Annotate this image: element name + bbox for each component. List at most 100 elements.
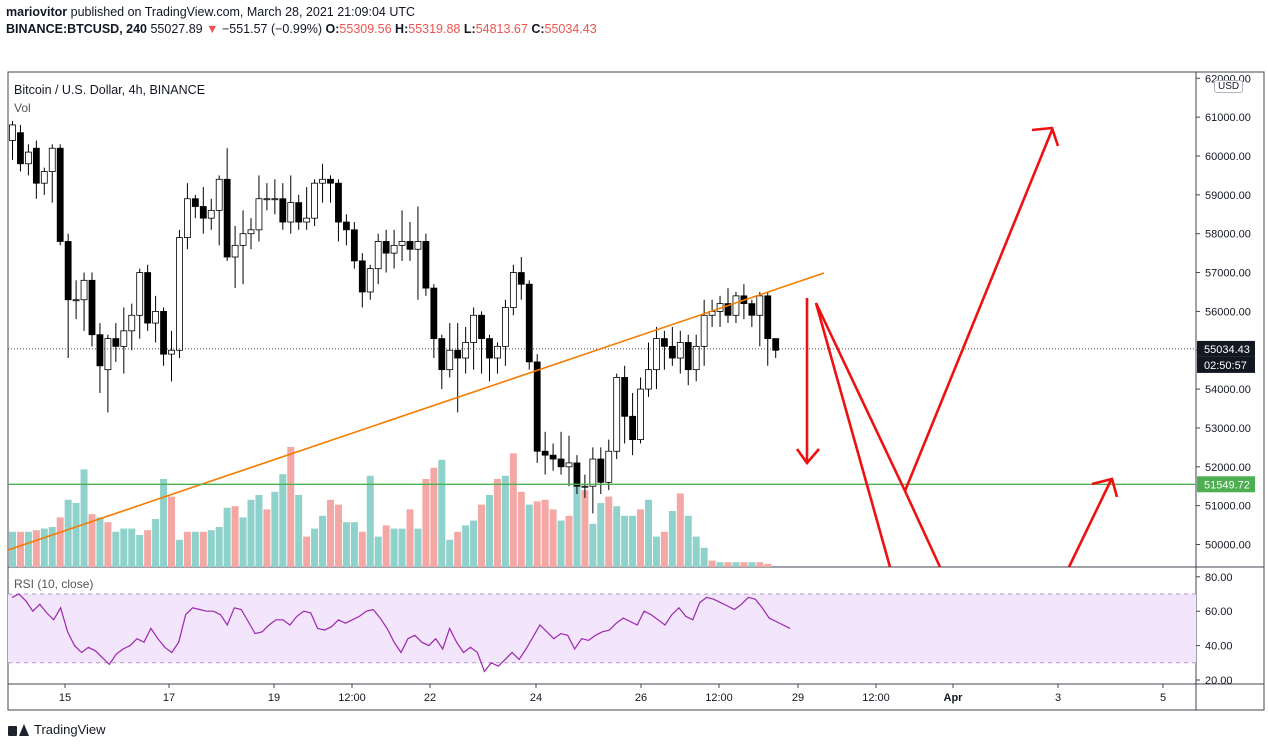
candle-body: [525, 283, 533, 363]
time-tick-label: 29: [792, 692, 804, 704]
time-tick-label: 17: [163, 692, 175, 704]
candle-body: [358, 260, 366, 293]
price-tick-label: 56000.00: [1205, 306, 1251, 318]
candle-body: [366, 268, 374, 293]
candle-body: [80, 279, 88, 301]
last-price-tag-text: 55034.43: [1204, 344, 1250, 356]
countdown-tag: [1197, 356, 1255, 373]
candle-body: [517, 272, 525, 285]
volume-bar: [557, 520, 565, 567]
volume-bar: [549, 509, 557, 567]
volume-bar: [660, 531, 668, 567]
candle-body: [152, 310, 160, 324]
projection-arrow: [1067, 479, 1113, 568]
candle-body: [319, 178, 326, 184]
volume-bar: [541, 499, 549, 567]
footer-brand[interactable]: TradingView: [34, 722, 106, 737]
volume-bar: [271, 491, 279, 567]
volume-bar: [120, 528, 128, 567]
candle-body: [533, 361, 541, 452]
candle-body: [692, 345, 700, 371]
volume-bar: [446, 539, 454, 567]
candle-body: [96, 334, 104, 367]
volume-bar: [764, 563, 772, 567]
pane-title: Bitcoin / U.S. Dollar, 4h, BINANCE: [14, 83, 206, 97]
candle-body: [271, 198, 279, 201]
volume-bar: [327, 499, 334, 567]
candle-body: [398, 241, 406, 246]
candle-body: [637, 388, 644, 441]
volume-bar: [64, 499, 72, 567]
volume-bar: [478, 504, 486, 567]
candle-body: [295, 202, 303, 223]
candle-body: [263, 198, 271, 201]
volume-bar: [168, 496, 175, 567]
candle-body: [676, 342, 684, 359]
rsi-line: [11, 593, 791, 673]
candle-body: [684, 342, 692, 371]
author-name[interactable]: mariovitor: [6, 5, 68, 19]
volume-bar: [350, 522, 358, 567]
candle-body: [144, 272, 152, 324]
volume-bar: [692, 536, 700, 567]
publish-line: mariovitor published on TradingView.com,…: [6, 4, 597, 21]
volume-bar: [533, 501, 541, 567]
projection-arrow: [1031, 126, 1060, 147]
volume-bar: [207, 530, 215, 567]
price-tick-label: 50000.00: [1205, 540, 1251, 552]
volume-bar: [366, 475, 374, 567]
candle-body: [160, 310, 167, 355]
last-price: 55027.89: [150, 22, 203, 36]
candle-body: [478, 314, 485, 339]
support-price-tag-text: 51549.72: [1204, 479, 1250, 491]
volume-bar: [581, 490, 589, 567]
candle-body: [382, 241, 390, 254]
price-tick-label: 53000.00: [1205, 423, 1251, 435]
volume-bar: [319, 515, 327, 567]
volume-bar: [263, 509, 271, 567]
volume-bar: [24, 531, 32, 567]
candle-body: [430, 287, 438, 339]
chart-header: mariovitor published on TradingView.com,…: [6, 4, 597, 38]
support-price-tag: [1197, 476, 1255, 493]
volume-bar: [215, 527, 223, 567]
volume-bar: [374, 536, 382, 567]
volume-bar: [597, 503, 605, 567]
candle-body: [183, 198, 191, 238]
volume-bar: [48, 527, 56, 567]
footer: TradingView: [8, 722, 106, 737]
candle-body: [494, 345, 501, 359]
candle-body: [350, 229, 358, 262]
last-price-tag: [1197, 340, 1255, 357]
volume-bar: [406, 509, 414, 567]
price-tick-label: 54000.00: [1205, 384, 1251, 396]
candle-body: [128, 314, 136, 332]
volume-bar: [342, 522, 350, 567]
tradingview-logo-icon: [8, 723, 29, 736]
down-arrow-icon: ▼: [206, 22, 219, 36]
volume-bar: [223, 507, 231, 567]
candle-body: [223, 178, 231, 258]
close-value: 55034.43: [544, 22, 597, 36]
volume-bar: [724, 562, 732, 567]
volume-bar: [279, 474, 287, 567]
candle-body: [732, 295, 740, 316]
low-value: 54813.67: [475, 22, 528, 36]
volume-bar: [72, 503, 80, 567]
rsi-title: RSI (10, close): [14, 577, 94, 591]
candle-body: [24, 151, 32, 165]
currency-badge[interactable]: USD: [1214, 80, 1244, 93]
volume-bar: [637, 509, 645, 567]
projection-arrow: [903, 129, 1054, 492]
price-tick-label: 59000.00: [1205, 190, 1251, 202]
rsi-band: [8, 594, 1196, 663]
volume-bar: [493, 479, 501, 567]
candle-body: [374, 241, 382, 270]
candle-body: [438, 338, 446, 371]
candle-body: [446, 349, 454, 371]
time-tick-label: 5: [1160, 692, 1166, 704]
candle-body: [613, 377, 621, 452]
volume-bar: [32, 530, 40, 567]
volume-bar: [175, 539, 183, 567]
